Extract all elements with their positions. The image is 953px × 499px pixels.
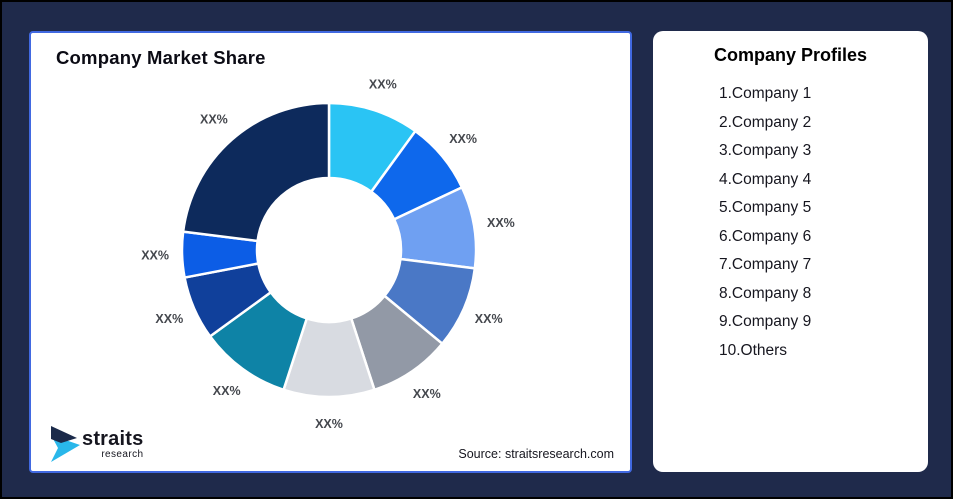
chart-title: Company Market Share [56, 47, 266, 68]
logo-brand-text: straits [82, 427, 144, 450]
slice-label-10: XX% [200, 113, 228, 127]
slice-label-5: XX% [413, 387, 441, 401]
list-item: 5.Company 5 [719, 199, 812, 216]
list-item: 3.Company 3 [719, 142, 812, 159]
profiles-title: Company Profiles [713, 45, 868, 65]
straits-logo-icon [51, 426, 80, 462]
chart-card: XX% XX% XX% XX% XX% XX% XX% XX% XX% XX% Company M… [29, 31, 632, 473]
donut-slice-10 [181, 101, 331, 243]
slice-label-2: XX% [449, 132, 477, 146]
list-item: 2.Company 2 [719, 113, 812, 131]
logo-subtitle-text: research [101, 448, 144, 460]
slice-label-8: XX% [155, 312, 183, 326]
list-item: 9.Company 9 [719, 313, 812, 330]
company-list: 1.Company 1 2.Company 2 3.Company 3 4.Co… [719, 80, 811, 365]
donut-chart: XX% XX% XX% XX% XX% XX% XX% XX% XX% XX% [141, 78, 515, 432]
slice-label-6: XX% [315, 417, 343, 431]
source-text: Source: straitsresearch.com [458, 447, 614, 461]
slice-label-4: XX% [475, 312, 503, 326]
list-item: 1.Company 1 [719, 85, 812, 102]
list-item: 8.Company 8 [719, 284, 812, 302]
slice-label-1: XX% [369, 78, 397, 92]
slice-label-3: XX% [487, 216, 515, 230]
list-item: 6.Company 6 [719, 227, 812, 245]
list-item: 7.Company 7 [719, 256, 812, 273]
straits-logo: straits research [50, 426, 143, 462]
list-item: 10.Others [719, 341, 788, 359]
slice-label-9: XX% [141, 249, 169, 263]
logo-text: straits research [82, 429, 143, 460]
slice-label-7: XX% [213, 384, 241, 398]
profiles-card: Company Profiles 1.Company 1 2.Company 2… [653, 31, 928, 472]
list-item: 4.Company 4 [719, 170, 812, 188]
